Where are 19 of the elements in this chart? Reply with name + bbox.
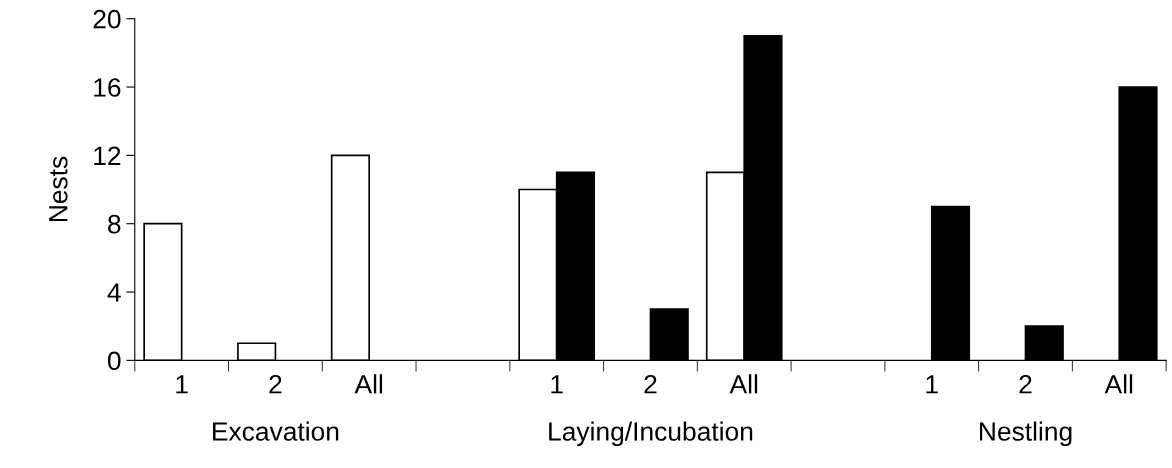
x-tick-label: 1 [551,375,563,394]
y-tick-label: 4 [107,283,121,302]
y-axis-title: Nests [49,156,68,222]
y-tick-label: 12 [94,146,121,165]
text: Nestling [980,421,1072,447]
x-tick-label: 2 [269,374,282,394]
x-tick-label: 1 [176,375,188,394]
y-tick-label: 16 [94,78,121,97]
x-tick-label: 1 [926,375,938,394]
x-tick-label: All [1104,374,1133,394]
y-tick-label: 20 [93,9,121,29]
x-tick-label: All [729,374,758,394]
x-tick-label: 2 [1019,374,1032,394]
text: Laying/Incubation [549,421,753,447]
y-tick-label: 8 [108,214,121,234]
x-tick-label: 2 [644,374,657,394]
text: Excavation [213,421,339,441]
x-tick-label: All [354,374,383,394]
y-tick-label: 0 [107,351,121,371]
